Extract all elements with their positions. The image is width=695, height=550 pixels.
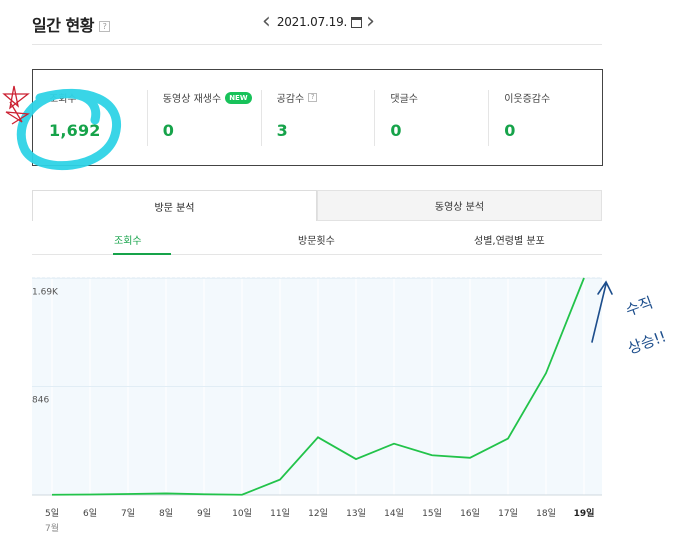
handwritten-annotation: 수직 상승!! <box>591 280 669 358</box>
stat-value: 0 <box>162 121 175 140</box>
scribble-highlight <box>2 85 121 171</box>
x-axis-month-label: 7월 <box>45 522 59 534</box>
stat-value: 0 <box>390 121 402 140</box>
new-badge: NEW <box>225 91 252 104</box>
x-tick-label: 15일 <box>422 508 442 519</box>
current-date: 2021.07.19. <box>276 15 348 29</box>
x-tick-label: 14일 <box>384 508 404 519</box>
x-tick-label: 10일 <box>232 508 252 519</box>
stat-likes: 공감수 ? 3 <box>260 70 375 165</box>
stat-value: 1,692 <box>49 121 101 140</box>
page-title-text: 일간 현황 <box>32 16 94 35</box>
stat-label: 댓글수 <box>390 94 418 105</box>
x-tick-label: 8일 <box>159 508 173 519</box>
stat-label: 조회수 <box>49 94 77 105</box>
active-subtab-underline <box>113 253 171 255</box>
metric-subtabs: 조회수 방문횟수 성별,연령별 분포 <box>32 221 602 255</box>
horizontal-gridlines <box>32 277 602 496</box>
x-tick-label: 18일 <box>536 508 556 519</box>
annotation-text-line2: 상승!! <box>625 327 668 357</box>
stat-value: 0 <box>504 121 516 140</box>
cyan-circle-scribble <box>16 88 121 171</box>
stat-label: 이웃증감수 <box>504 94 551 105</box>
chevron-left-icon[interactable]: ‹ <box>262 9 271 34</box>
calendar-icon[interactable] <box>351 16 363 28</box>
y-tick-label: 846 <box>32 396 49 406</box>
stats-summary: 조회수 1,692 동영상 재생수 NEW 0 공감수 ? 3 댓글수 0 이웃… <box>32 69 603 166</box>
analysis-tabs: 방문 분석 동영상 분석 <box>32 190 602 221</box>
x-tick-label: 5일 <box>45 508 59 519</box>
x-tick-label: 6일 <box>83 508 97 519</box>
series-line <box>51 277 585 496</box>
header-divider <box>32 44 602 45</box>
stat-label: 동영상 재생수 <box>162 94 222 105</box>
y-axis-labels: 846 1.69K <box>32 287 59 405</box>
chart-svg: 846 1.69K 5일 6일 7일 8일 9일 10일 11일 12일 13일 14일 15일 16일… <box>32 277 669 534</box>
x-tick-label: 16일 <box>460 508 480 519</box>
stat-neighbor-change: 이웃증감수 0 <box>488 70 602 165</box>
subtab-gender-age[interactable]: 성별,연령별 분포 <box>474 236 545 247</box>
y-tick-label: 1.69K <box>32 287 59 297</box>
x-tick-label: 13일 <box>346 508 366 519</box>
tab-visit-analysis[interactable]: 방문 분석 <box>32 190 317 221</box>
arrow-up-scribble <box>591 280 613 343</box>
stat-label-row: 공감수 ? <box>277 90 375 105</box>
x-tick-label: 12일 <box>308 508 328 519</box>
chevron-right-icon[interactable]: › <box>366 9 375 34</box>
stat-label: 공감수 <box>276 94 305 105</box>
stat-comments: 댓글수 0 <box>374 70 488 165</box>
help-icon[interactable]: ? <box>308 93 318 102</box>
help-icon[interactable]: ? <box>98 21 110 32</box>
stat-views: 조회수 1,692 <box>33 70 147 165</box>
annotation-text-line1: 수직 <box>623 293 655 319</box>
views-chart: 846 1.69K 5일 6일 7일 8일 9일 10일 11일 12일 13일 14일 15일 16일… <box>0 264 695 550</box>
x-tick-label: 11일 <box>270 508 290 519</box>
stat-value: 3 <box>276 121 288 140</box>
tab-video-analysis[interactable]: 동영상 분석 <box>317 190 602 221</box>
date-navigator: ‹ 2021.07.19. › <box>262 9 375 34</box>
x-tick-label: 19일 <box>574 507 595 519</box>
subtab-visits[interactable]: 방문횟수 <box>298 236 335 247</box>
x-axis-labels: 5일 6일 7일 8일 9일 10일 11일 12일 13일 14일 15일 16일 17일 18일 19일 <box>45 507 594 519</box>
x-tick-label: 9일 <box>197 508 211 519</box>
stat-label-row: 동영상 재생수 NEW <box>163 90 261 105</box>
x-tick-label: 17일 <box>498 508 518 519</box>
page-title: 일간 현황? <box>32 12 110 36</box>
subtab-views[interactable]: 조회수 <box>114 236 142 247</box>
stat-video-plays: 동영상 재생수 NEW 0 <box>146 70 261 165</box>
red-star-scribble <box>2 85 30 125</box>
x-tick-label: 7일 <box>121 508 135 519</box>
